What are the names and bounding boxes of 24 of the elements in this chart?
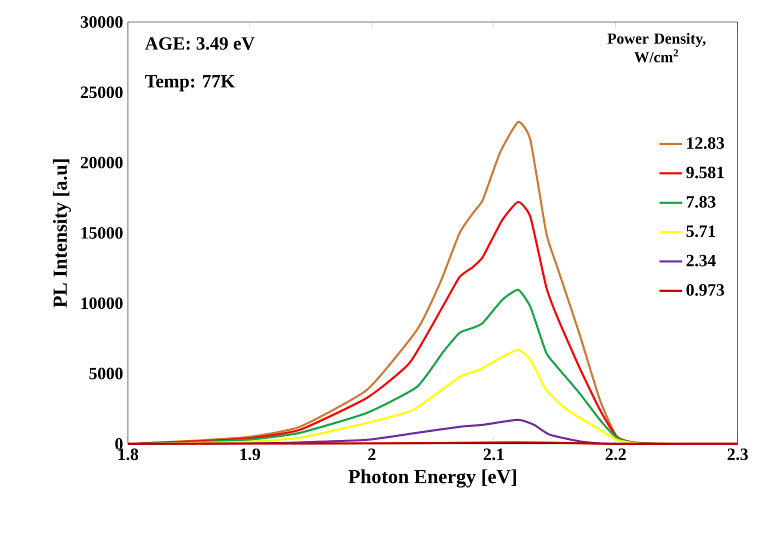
y-tick-label: 5000: [89, 368, 123, 380]
x-tick-label: 2.3: [728, 448, 748, 460]
legend-label: 0.973: [686, 284, 724, 296]
y-tick-label: 20000: [80, 156, 123, 169]
annotation: Temp: 77K: [145, 75, 235, 92]
y-tick-label: 30000: [80, 16, 123, 28]
x-tick-label: 2.1: [484, 448, 504, 460]
y-tick-label: 10000: [81, 298, 123, 310]
legend-label: 5.71: [686, 226, 716, 238]
y-tick-label: 15000: [81, 227, 123, 239]
legend-label: 9.581: [686, 166, 724, 178]
x-axis-title: Photon Energy [eV]: [348, 469, 516, 488]
annotation: AGE: 3.49 eV: [145, 37, 255, 50]
legend-label: 2.34: [686, 254, 716, 267]
y-tick-label: 0: [115, 438, 123, 450]
y-tick-label: 25000: [80, 86, 123, 98]
x-tick-label: 2.2: [606, 448, 626, 460]
x-tick-label: 1.9: [240, 448, 260, 460]
y-axis-title: PL Intensity [a.u]: [52, 160, 71, 308]
legend-label: 12.83: [687, 137, 724, 150]
legend-label: 7.83: [686, 196, 716, 208]
x-tick-label: 2: [368, 448, 376, 460]
legend-title: Power Density, W/cm$^{2}$: [608, 33, 706, 63]
x-tick-label: 1.8: [118, 448, 138, 460]
